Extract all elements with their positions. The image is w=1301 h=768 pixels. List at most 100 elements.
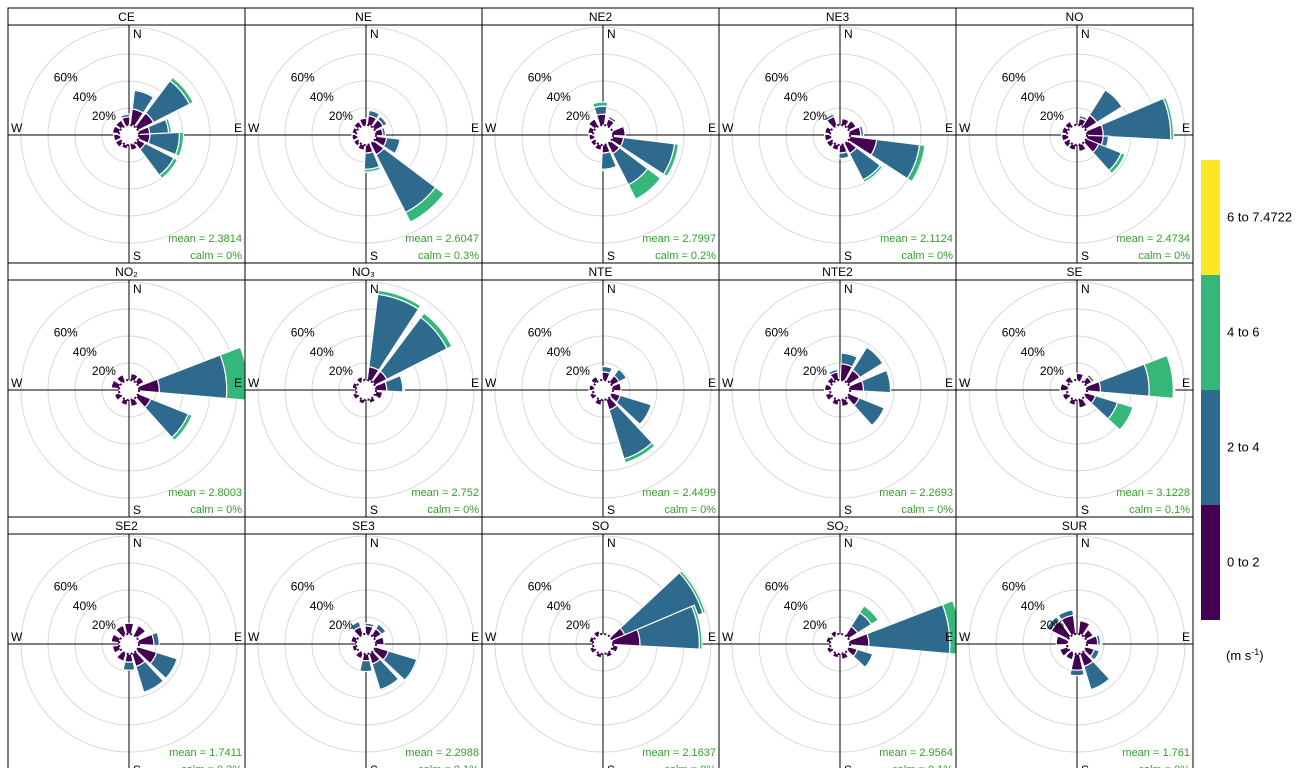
ring-label: 40% (784, 90, 808, 104)
panel-plot: 20% 40% 60% N E S W (719, 534, 956, 768)
mean-label: mean = 2.1124 (880, 233, 953, 245)
panel-plot: 20% 40% 60% N E S W (245, 534, 482, 768)
petal-segment (1069, 668, 1085, 677)
compass-n: N (1081, 536, 1090, 550)
calm-label: calm = 0% (664, 504, 716, 516)
compass-n: N (370, 536, 379, 550)
ring-label: 20% (566, 109, 590, 123)
panel-title: NO₂ (115, 265, 138, 279)
calm-circle (118, 633, 140, 655)
compass-n: N (844, 536, 853, 550)
ring-label: 20% (566, 364, 590, 378)
compass-n: N (607, 282, 616, 296)
calm-circle (355, 379, 377, 401)
legend-label: 6 to 7.4722 (1227, 210, 1292, 225)
petal-segment (170, 413, 193, 442)
ring-label: 20% (1040, 618, 1064, 632)
legend-label: 4 to 6 (1227, 325, 1260, 340)
petal-segment (627, 167, 662, 201)
mean-label: mean = 2.2693 (879, 487, 953, 499)
compass-e: E (471, 376, 479, 390)
compass-s: S (607, 763, 615, 768)
ring-label: 40% (784, 345, 808, 359)
panel-plot: 20% 40% 60% N E S W (956, 280, 1193, 517)
compass-n: N (133, 536, 142, 550)
compass-e: E (1182, 630, 1190, 644)
legend-label: 2 to 4 (1227, 440, 1260, 455)
compass-n: N (844, 27, 853, 41)
ring-label: 20% (1040, 109, 1064, 123)
ring-label: 40% (1021, 90, 1045, 104)
compass-w: W (485, 376, 497, 390)
compass-e: E (945, 121, 953, 135)
ring-label: 40% (73, 345, 97, 359)
compass-e: E (708, 376, 716, 390)
petal-segment (827, 368, 839, 376)
ring-label: 40% (73, 599, 97, 613)
legend-swatch (1201, 505, 1220, 620)
ring-label: 40% (1021, 345, 1045, 359)
calm-label: calm = 0% (190, 504, 242, 516)
compass-s: S (133, 763, 141, 768)
panel-plot: 20% 40% 60% N E S W (719, 25, 956, 263)
petal-segment (690, 604, 703, 650)
petal-segment (219, 346, 245, 401)
petal-segment (393, 138, 403, 156)
compass-s: S (1081, 249, 1089, 263)
compass-e: E (471, 121, 479, 135)
calm-circle (592, 379, 614, 401)
ring-label: 20% (329, 618, 353, 632)
petal-segment (156, 354, 228, 400)
compass-w: W (722, 630, 734, 644)
petal-segment (1098, 363, 1150, 397)
compass-e: E (1182, 121, 1190, 135)
mean-label: mean = 2.2988 (405, 747, 479, 759)
panel-title: NE2 (589, 10, 613, 24)
petal-segment (364, 622, 375, 629)
panel-title: NTE (589, 265, 613, 279)
petal-segment (368, 108, 382, 115)
panel-plot: 20% 40% 60% N E S W (719, 280, 956, 517)
calm-label: calm = 0.1% (1129, 504, 1190, 516)
petal-segment (377, 289, 422, 310)
panel-plot: 20% 40% 60% N E S W (8, 280, 245, 517)
ring-label: 40% (310, 345, 334, 359)
ring-label: 20% (803, 109, 827, 123)
ring-label: 60% (528, 71, 552, 85)
panel-plot: 20% 40% 60% N E S W (482, 25, 719, 263)
panel-plot: 20% 40% 60% N E S W (956, 534, 1193, 768)
compass-n: N (607, 27, 616, 41)
calm-circle (829, 633, 851, 655)
compass-e: E (471, 630, 479, 644)
petal-segment (169, 76, 195, 105)
petal-segment (1045, 615, 1061, 632)
petal-segment (1083, 660, 1111, 691)
legend-label: 0 to 2 (1227, 555, 1260, 570)
petal-segment (165, 658, 180, 681)
mean-label: mean = 2.752 (411, 487, 479, 499)
calm-circle (592, 124, 614, 146)
panel-title: CE (118, 10, 135, 24)
compass-n: N (370, 27, 379, 41)
ring-label: 20% (92, 618, 116, 632)
petal-segment (858, 604, 880, 626)
panel-title: NO (1066, 10, 1084, 24)
ring-label: 40% (547, 345, 571, 359)
petal-segment (158, 157, 179, 180)
petal-segment (133, 88, 156, 99)
petal-segment (1162, 96, 1174, 141)
mean-label: mean = 2.4499 (642, 487, 716, 499)
ring-label: 40% (547, 599, 571, 613)
calm-circle (1066, 379, 1088, 401)
ring-label: 60% (1002, 326, 1026, 340)
ring-label: 20% (1040, 364, 1064, 378)
compass-s: S (844, 763, 852, 768)
petal-segment (359, 659, 373, 673)
